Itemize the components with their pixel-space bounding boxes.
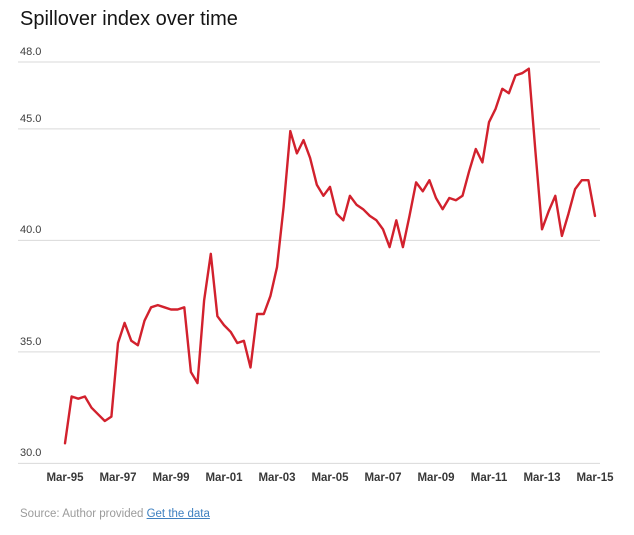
x-axis-tick-label: Mar-05 [311,472,349,484]
x-axis-tick-label: Mar-15 [576,472,614,484]
x-axis-tick-label: Mar-09 [417,472,455,484]
get-data-link[interactable]: Get the data [146,508,210,520]
y-axis-tick-label: 40.0 [20,224,42,237]
series-line [63,67,597,445]
x-axis-tick-label: Mar-99 [152,472,190,484]
y-axis-tick-label: 48.0 [20,46,42,58]
x-axis-tick-label: Mar-95 [46,472,84,484]
x-axis-tick-label: Mar-97 [99,472,137,484]
y-axis-tick-label: 30.0 [20,447,42,460]
source-text: Source: Author provided [20,508,144,520]
x-axis-tick-label: Mar-01 [205,472,243,484]
x-axis-tick-label: Mar-07 [364,472,402,484]
x-axis-tick-label: Mar-03 [258,472,296,484]
y-axis-tick-label: 35.0 [20,335,42,348]
source-note: Source: Author provided Get the data [20,508,210,520]
x-axis-tick-label: Mar-13 [523,472,561,484]
x-axis-tick-label: Mar-11 [470,472,508,484]
y-axis-tick-label: 45.0 [20,112,42,125]
chart-title: Spillover index over time [20,8,238,30]
